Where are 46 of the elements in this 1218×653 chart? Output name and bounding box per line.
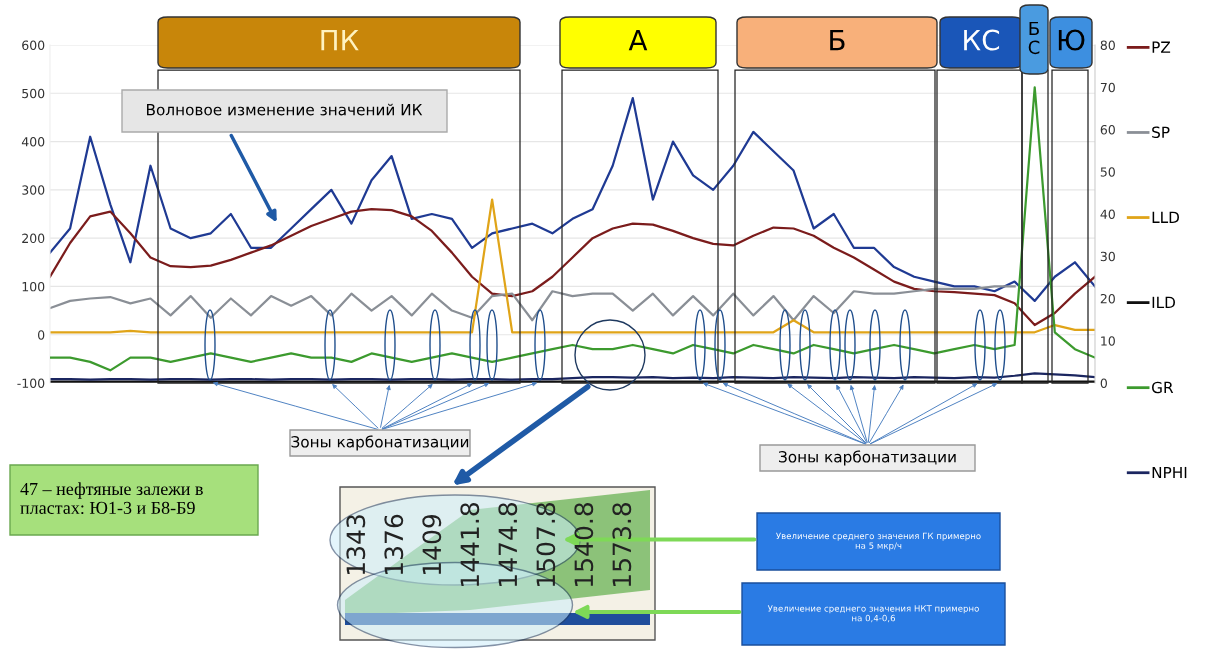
text: Зоны карбонатизации (778, 450, 956, 466)
legend-label: NPHI (1152, 466, 1187, 479)
annotation: Б С (1028, 21, 1040, 55)
y2-tick-label: 50 (1100, 167, 1115, 177)
y2-tick-label: 60 (1100, 124, 1115, 135)
legend-label: SP (1152, 126, 1170, 139)
line-series (50, 97, 1095, 303)
y-tick-label: 300 (22, 185, 45, 195)
line-series (50, 285, 1016, 322)
y-tick-label: 400 (21, 137, 45, 147)
text: Увеличение среднего значения ГК примерно на 5 мкр/ч (776, 532, 981, 551)
text: 47 – нефтяные залежи в пластах: Ю1-3 и Б8-Б9 (20, 482, 203, 515)
legend-label: GR (1151, 381, 1174, 394)
text: Зоны карбонатизации (291, 435, 469, 451)
y2-tick-label: 20 (1100, 293, 1115, 304)
legend-label: PZ (1152, 41, 1171, 53)
annotation: ПК (321, 29, 359, 51)
text: 1540.8 (574, 502, 594, 586)
annotation: Б (830, 29, 845, 51)
text: Увеличение среднего значения НКТ примерно на 0,4-0,6 (767, 605, 979, 623)
text: 1343 (346, 515, 366, 575)
annotation: Ю (1058, 29, 1085, 51)
y2-tick-label: 80 (1100, 40, 1115, 50)
y-tick-label: -100 (17, 378, 45, 388)
y2-tick-label: 10 (1101, 336, 1115, 346)
annotation: КС (964, 29, 1000, 51)
y-tick-label: 500 (22, 88, 45, 99)
text: 1376 (384, 514, 404, 575)
y2-tick-label: 40 (1100, 209, 1115, 219)
y2-tick-label: 70 (1100, 82, 1115, 93)
y2-tick-label: 30 (1100, 251, 1115, 262)
annotation: А (628, 29, 648, 51)
y-tick-label: 0 (38, 330, 45, 340)
y-tick-label: 200 (22, 233, 45, 244)
y-tick-label: 600 (22, 40, 45, 50)
text: 1573.8 (612, 502, 632, 586)
legend-label: LLD (1152, 211, 1180, 223)
y-tick-label: 100 (22, 281, 45, 292)
annotation: Волновое изменение значений ИК (147, 103, 423, 116)
line-series (50, 86, 1095, 372)
text: 1474.8 (498, 502, 518, 586)
text: 1441.8 (460, 502, 480, 586)
y2-tick-label: 0 (1100, 378, 1107, 388)
text: 1409 (422, 514, 442, 575)
legend-label: ILD (1152, 296, 1176, 308)
text: 1507.8 (536, 502, 556, 586)
